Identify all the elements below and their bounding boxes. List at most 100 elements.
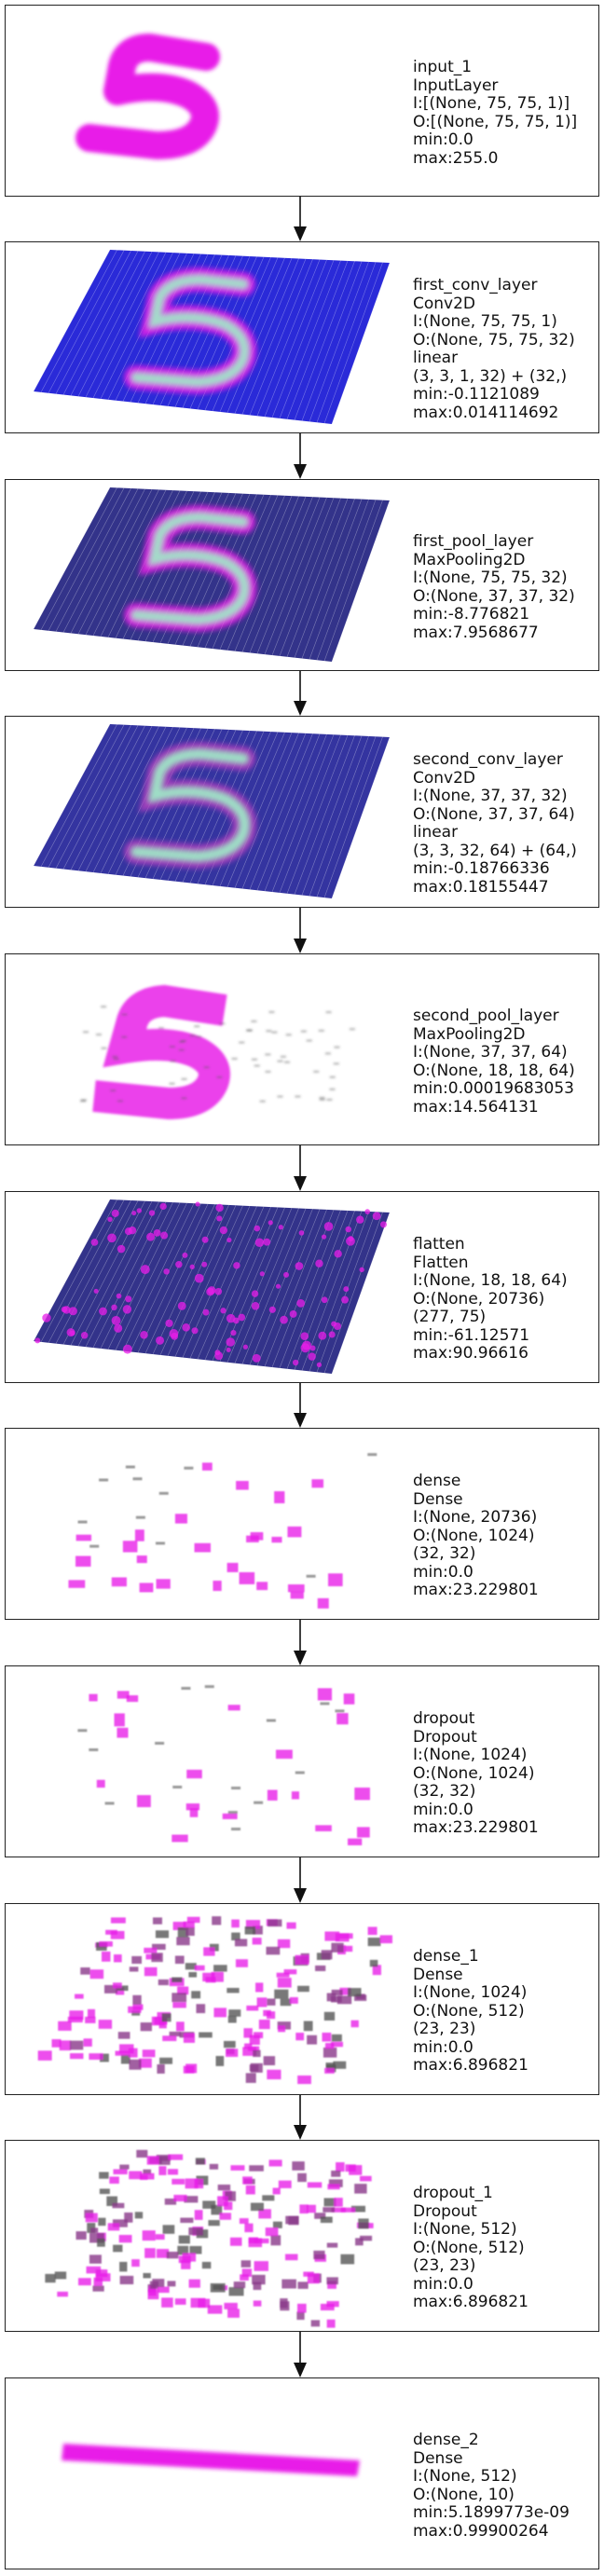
layer-box: dropout Dropout I:(None, 1024) O:(None, 102… <box>5 1665 599 1857</box>
layer-name: input_1 <box>413 58 473 76</box>
layer-info-line: I:(None, 75, 75, 32) <box>413 569 568 587</box>
layer-info-line: min:0.0 <box>413 1562 474 1582</box>
layer-info: dense_2 Dense I:(None, 512) O:(None, 10) min… <box>413 2431 570 2541</box>
connector-arrow <box>294 1620 307 1665</box>
layer-info-line: Dense <box>413 1489 463 1509</box>
layer-info-line: max:7.9568677 <box>413 623 539 642</box>
layer-info-line: (23, 23) <box>413 2256 476 2275</box>
layer-info-line: O:(None, 512) <box>413 2001 525 2021</box>
feature-activation <box>124 267 257 395</box>
layer-info-line: Flatten <box>413 1253 469 1272</box>
layer-info-line: I:(None, 18, 18, 64) <box>413 1271 568 1290</box>
layer-info-line: (32, 32) <box>413 1782 476 1801</box>
feature-activation <box>124 504 257 633</box>
layer-info-line: min:0.0 <box>413 130 474 149</box>
layer-info-line: max:6.896821 <box>413 2056 528 2075</box>
layer-visualization <box>77 1685 370 1845</box>
layer-info-line: max:0.18155447 <box>413 877 549 897</box>
layer-info-line: O:(None, 75, 75, 32) <box>413 330 575 349</box>
layer-info: first_pool_layer MaxPooling2D I:(None, 75,… <box>413 532 575 642</box>
layer-info-line: Conv2D <box>413 768 476 788</box>
layer-info-line: min:-61.12571 <box>413 1325 530 1345</box>
layer-name: dense_2 <box>413 2431 479 2449</box>
layer-box: dropout_1 Dropout I:(None, 512) O:(None, 51… <box>5 2140 599 2332</box>
layer-info: input_1 InputLayer I:[(None, 75, 75, 1)] O:… <box>413 58 578 168</box>
conv2-feature-plane <box>34 724 390 898</box>
digit-five-shape <box>76 34 220 159</box>
layer-visualization <box>37 1916 392 2085</box>
layer-info: first_conv_layer Conv2D I:(None, 75, 75, 1… <box>413 276 575 422</box>
connector-arrow <box>294 1145 307 1191</box>
layer-info-line: max:0.014114692 <box>413 403 559 422</box>
layer-info-line: max:14.564131 <box>413 1097 539 1117</box>
layer-info-line: min:0.0 <box>413 2274 474 2294</box>
layer-visualization <box>68 1453 378 1609</box>
layer-info-line: (277, 75) <box>413 1308 487 1326</box>
layer-info-line: min:0.0 <box>413 2037 474 2057</box>
layer-info-line: Conv2D <box>413 294 476 313</box>
connector-arrow <box>294 908 307 953</box>
layer-info-line: O:(None, 1024) <box>413 1526 535 1545</box>
layer-info-line: MaxPooling2D <box>413 550 526 569</box>
layer-info-line: O:(None, 10) <box>413 2485 515 2504</box>
layer-name: dropout_1 <box>413 2184 493 2202</box>
layer-box: second_pool_layer MaxPooling2D I:(None, 37… <box>5 953 599 1145</box>
connector-arrow <box>294 433 307 479</box>
layer-info-line: I:(None, 512) <box>413 2220 517 2239</box>
layer-info-line: max:0.99900264 <box>413 2521 549 2541</box>
connector-arrow <box>294 671 307 716</box>
conv-feature-plane <box>34 250 390 424</box>
layer-info-line: min:0.00019683053 <box>413 1079 574 1098</box>
layer-info: dense Dense I:(None, 20736) O:(None, 1024)(… <box>413 1472 539 1600</box>
sparse-activations <box>77 1685 370 1845</box>
layer-info-line: min:-0.18766336 <box>413 859 550 878</box>
layer-info-line: O:[(None, 75, 75, 1)] <box>413 112 578 131</box>
layer-visualization <box>80 984 355 1120</box>
layer-info: flatten Flatten I:(None, 18, 18, 64) O:(Non… <box>413 1235 568 1363</box>
layer-name: flatten <box>413 1235 465 1254</box>
layer-info-line: InputLayer <box>413 75 499 95</box>
layer-visualization <box>33 1199 391 1375</box>
layer-visualization <box>45 2149 374 2328</box>
layer-name: second_conv_layer <box>413 750 563 769</box>
layer-box: dense_2 Dense I:(None, 512) O:(None, 10) min… <box>5 2377 599 2569</box>
pooled-feature-blocks <box>80 984 355 1120</box>
connector-arrow <box>294 1857 307 1903</box>
layer-name: second_pool_layer <box>413 1007 559 1025</box>
layer-name: dropout <box>413 1709 475 1728</box>
layer-box: first_conv_layer Conv2D I:(None, 75, 75, 1… <box>5 241 599 433</box>
layer-info: dense_1 Dense I:(None, 1024) O:(None, 512)(… <box>413 1947 528 2076</box>
layer-info-line: I:(None, 20736) <box>413 1508 538 1527</box>
layer-info-line: I:(None, 1024) <box>413 1983 528 2002</box>
layer-name: dense_1 <box>413 1947 479 1966</box>
layer-visualization <box>33 249 391 425</box>
layer-box: flatten Flatten I:(None, 18, 18, 64) O:(Non… <box>5 1191 599 1383</box>
layer-info: second_pool_layer MaxPooling2D I:(None, 37… <box>413 1007 575 1117</box>
layer-info-line: max:6.896821 <box>413 2293 528 2311</box>
layer-info-line: Dropout <box>413 1727 477 1747</box>
layer-info-line: (3, 3, 32, 64) + (64,) <box>413 841 577 860</box>
layer-visualization <box>76 34 220 159</box>
layer-info: dropout Dropout I:(None, 1024) O:(None, 102… <box>413 1709 539 1838</box>
feature-activation <box>124 741 257 870</box>
layer-info-line: (32, 32) <box>413 1544 476 1563</box>
layer-info-line: max:255.0 <box>413 148 499 168</box>
layer-info-line: linear <box>413 349 459 367</box>
layer-info-line: I:(None, 512) <box>413 2467 517 2486</box>
layer-info-line: O:(None, 1024) <box>413 1763 535 1783</box>
connector-arrow <box>294 197 307 241</box>
layer-info-line: max:23.229801 <box>413 1818 539 1837</box>
flatten-activations <box>34 1201 388 1368</box>
layer-info-line: I:(None, 37, 37, 32) <box>413 787 568 805</box>
layer-info-line: O:(None, 512) <box>413 2238 525 2257</box>
layer-box: dense Dense I:(None, 20736) O:(None, 1024)(… <box>5 1428 599 1620</box>
pool-feature-plane <box>34 487 390 662</box>
layer-box: input_1 InputLayer I:[(None, 75, 75, 1)] O:… <box>5 5 599 197</box>
layer-info-line: O:(None, 20736) <box>413 1289 545 1309</box>
layer-info: dropout_1 Dropout I:(None, 512) O:(None, 51… <box>413 2184 528 2312</box>
output-bar <box>62 2444 360 2476</box>
layer-info-line: max:90.96616 <box>413 1344 528 1363</box>
layer-info-line: MaxPooling2D <box>413 1024 526 1044</box>
layer-info-line: I:[(None, 75, 75, 1)] <box>413 94 570 113</box>
layer-info: second_conv_layer Conv2D I:(None, 37, 37, … <box>413 750 577 897</box>
